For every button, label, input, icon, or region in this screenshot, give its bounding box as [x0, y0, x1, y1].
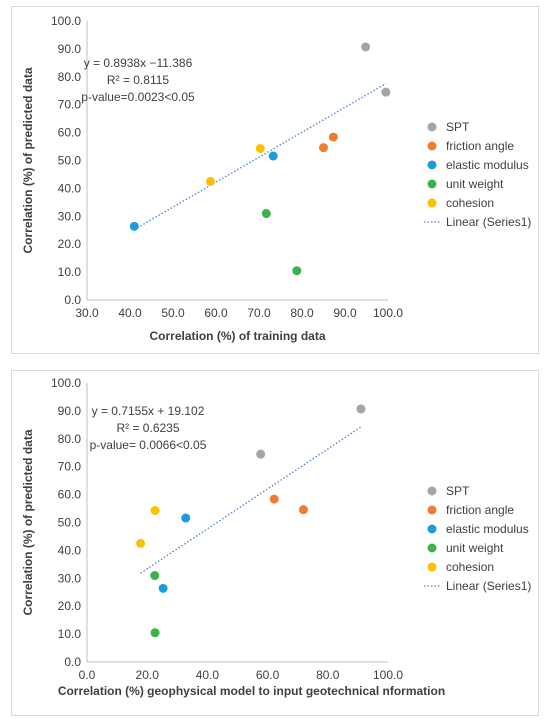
- legend-label: friction angle: [446, 503, 514, 517]
- x-tick-label: 90.0: [333, 306, 357, 320]
- legend-marker: [427, 198, 437, 208]
- x-tick-label: 0.0: [79, 668, 96, 682]
- y-tick-label: 0.0: [64, 293, 81, 307]
- data-point-cohesion: [255, 144, 265, 154]
- legend-marker: [427, 179, 437, 189]
- data-point-unit-weight: [150, 571, 160, 581]
- x-tick-label: 80.0: [290, 306, 314, 320]
- data-point-friction-angle: [328, 132, 338, 142]
- trendline-annotation: R² = 0.8115: [107, 73, 169, 87]
- data-point-cohesion: [150, 506, 160, 516]
- legend-label: Linear (Series1): [446, 579, 531, 593]
- x-tick-label: 40.0: [196, 668, 220, 682]
- x-axis-title: Correlation (%) geophysical model to inp…: [58, 684, 445, 698]
- x-tick-label: 60.0: [204, 306, 228, 320]
- chart-panel-top: 0.0 10.0 20.0 30.0 40.0 50.0 60.0 70.0 80.0 90.0 1…: [11, 6, 539, 354]
- legend-marker: [427, 562, 437, 572]
- trendline-annotation: y = 0.8938x −11.386: [84, 56, 193, 70]
- x-axis-title: Correlation (%) of training data: [149, 329, 325, 343]
- data-point-SPT: [381, 87, 391, 97]
- y-tick-label: 50.0: [58, 516, 82, 530]
- y-tick-label: 100.0: [51, 376, 81, 390]
- trendline-annotation: y = 0.7155x + 19.102: [92, 404, 205, 418]
- trendline-annotation: p-value=0.0023<0.05: [81, 90, 195, 104]
- x-tick-label: 40.0: [118, 306, 142, 320]
- y-tick-label: 50.0: [58, 154, 82, 168]
- data-point-friction-angle: [298, 505, 308, 515]
- data-point-SPT: [356, 404, 366, 414]
- y-tick-label: 100.0: [51, 14, 81, 28]
- data-point-elastic-modulus: [181, 513, 191, 523]
- legend-marker: [427, 141, 437, 151]
- y-tick-label: 0.0: [64, 655, 81, 669]
- y-tick-label: 70.0: [58, 460, 82, 474]
- x-tick-label: 80.0: [316, 668, 340, 682]
- y-tick-label: 90.0: [58, 42, 82, 56]
- legend-label: unit weight: [446, 541, 504, 555]
- x-tick-label: 100.0: [373, 668, 403, 682]
- legend-label: cohesion: [446, 560, 494, 574]
- data-point-cohesion: [205, 176, 215, 186]
- trendline-annotation: R² = 0.6235: [116, 421, 179, 435]
- legend-marker: [427, 160, 437, 170]
- y-axis-title: Correlation (%) of predicted data: [21, 67, 35, 253]
- legend-label: elastic modulus: [446, 158, 529, 172]
- chart-panel-bottom: 0.0 10.0 20.0 30.0 40.0 50.0 60.0 70.0 80.0 90.0 1…: [11, 370, 539, 716]
- data-point-SPT: [256, 449, 266, 459]
- y-tick-label: 20.0: [58, 599, 82, 613]
- x-tick-label: 100.0: [373, 306, 403, 320]
- x-tick-label: 20.0: [136, 668, 160, 682]
- y-tick-label: 90.0: [58, 404, 82, 418]
- y-tick-label: 30.0: [58, 209, 82, 223]
- x-tick-label: 50.0: [161, 306, 185, 320]
- data-point-elastic-modulus: [158, 583, 168, 593]
- legend-label: Linear (Series1): [446, 215, 531, 229]
- data-point-elastic-modulus: [129, 221, 139, 231]
- legend-label: cohesion: [446, 196, 494, 210]
- legend-label: unit weight: [446, 177, 504, 191]
- data-point-cohesion: [136, 538, 146, 548]
- legend-label: SPT: [446, 120, 470, 134]
- y-tick-label: 10.0: [58, 265, 82, 279]
- y-tick-label: 40.0: [58, 181, 82, 195]
- y-tick-label: 20.0: [58, 237, 82, 251]
- legend-label: SPT: [446, 484, 470, 498]
- chart-svg-top: 0.0 10.0 20.0 30.0 40.0 50.0 60.0 70.0 80.0 90.0 1…: [21, 14, 531, 343]
- data-point-unit-weight: [292, 266, 302, 276]
- y-axis-title: Correlation (%) of predicted data: [21, 429, 35, 615]
- x-tick-label: 60.0: [256, 668, 280, 682]
- y-tick-label: 80.0: [58, 432, 82, 446]
- legend-marker: [427, 543, 437, 553]
- data-point-unit-weight: [150, 628, 160, 638]
- data-point-SPT: [361, 42, 371, 52]
- data-point-unit-weight: [261, 209, 271, 219]
- legend-marker: [427, 486, 437, 496]
- legend-label: friction angle: [446, 139, 514, 153]
- legend-label: elastic modulus: [446, 522, 529, 536]
- y-tick-label: 10.0: [58, 627, 82, 641]
- data-point-friction-angle: [319, 143, 328, 153]
- legend-marker: [427, 524, 437, 534]
- data-point-friction-angle: [269, 494, 279, 504]
- y-tick-label: 60.0: [58, 488, 82, 502]
- y-tick-label: 30.0: [58, 571, 82, 585]
- x-tick-label: 30.0: [75, 306, 99, 320]
- legend-marker: [427, 122, 437, 132]
- y-tick-label: 60.0: [58, 126, 82, 140]
- y-tick-label: 70.0: [58, 98, 82, 112]
- chart-svg-bottom: 0.0 10.0 20.0 30.0 40.0 50.0 60.0 70.0 80.0 90.0 1…: [21, 376, 531, 698]
- y-tick-label: 80.0: [58, 70, 82, 84]
- y-tick-label: 40.0: [58, 543, 82, 557]
- x-tick-label: 70.0: [247, 306, 271, 320]
- trendline-annotation: p-value= 0.0066<0.05: [90, 438, 207, 452]
- data-point-elastic-modulus: [268, 151, 278, 161]
- trendline: [133, 83, 387, 231]
- legend-marker: [427, 505, 437, 515]
